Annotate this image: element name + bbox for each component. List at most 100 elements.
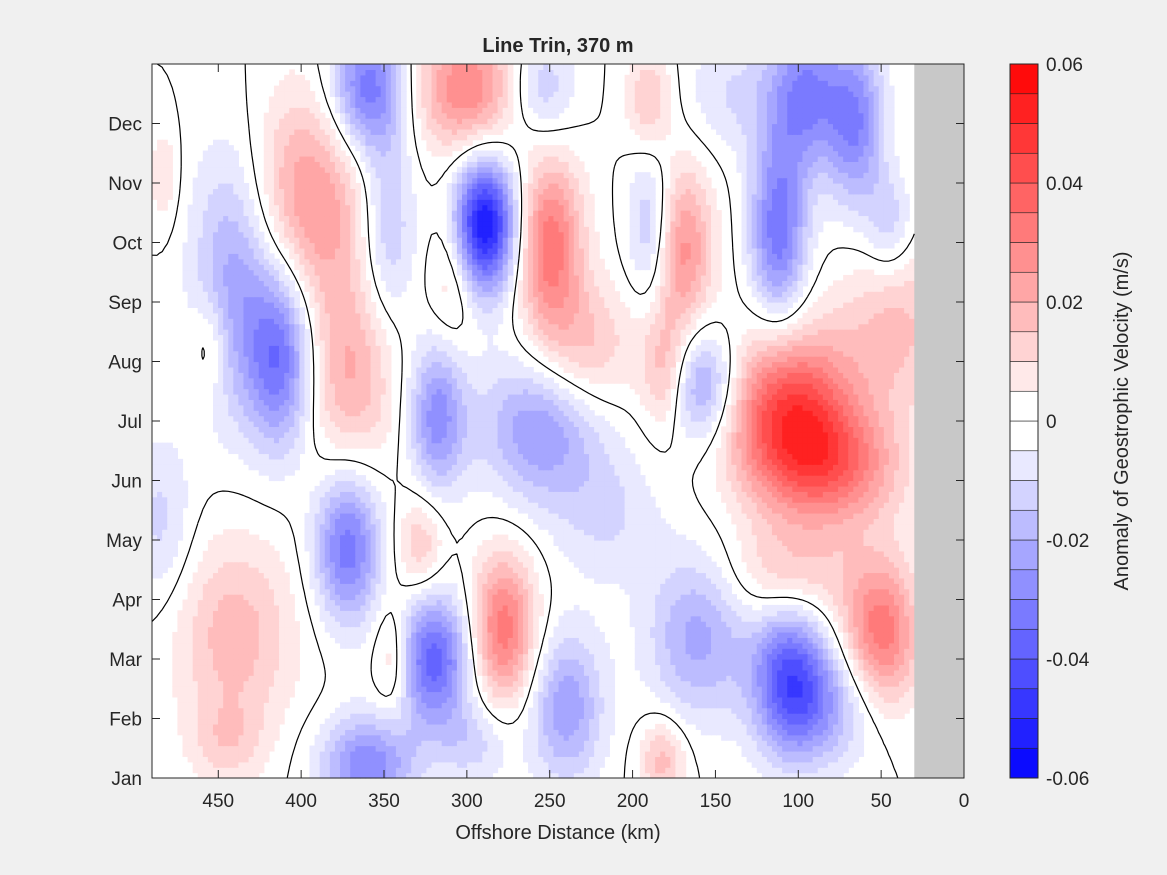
heatmap-cell bbox=[487, 621, 494, 628]
heatmap-cell bbox=[670, 583, 677, 590]
heatmap-cell bbox=[421, 556, 428, 563]
heatmap-cell bbox=[446, 669, 453, 676]
heatmap-cell bbox=[705, 577, 712, 584]
heatmap-cell bbox=[456, 599, 463, 606]
heatmap-cell bbox=[893, 610, 900, 617]
heatmap-cell bbox=[390, 718, 397, 725]
heatmap-cell bbox=[218, 772, 224, 779]
heatmap-cell bbox=[528, 659, 534, 666]
heatmap-cell bbox=[451, 653, 458, 660]
heatmap-cell bbox=[502, 669, 509, 676]
heatmap-cell bbox=[223, 556, 229, 563]
heatmap-cell bbox=[909, 594, 915, 601]
heatmap-cell bbox=[522, 615, 529, 622]
heatmap-cell bbox=[670, 621, 677, 628]
heatmap-cell bbox=[238, 540, 245, 547]
heatmap-cell bbox=[721, 577, 727, 584]
heatmap-cell bbox=[197, 669, 204, 676]
heatmap-cell bbox=[787, 659, 793, 666]
heatmap-cell bbox=[477, 707, 483, 714]
heatmap-cell bbox=[817, 718, 824, 725]
heatmap-cell bbox=[827, 659, 834, 666]
heatmap-cell bbox=[462, 772, 468, 779]
heatmap-cell bbox=[365, 626, 372, 633]
heatmap-cell bbox=[812, 702, 819, 709]
heatmap-cell bbox=[248, 756, 255, 763]
heatmap-cell bbox=[528, 718, 534, 725]
heatmap-cell bbox=[639, 745, 646, 752]
heatmap-cell bbox=[273, 588, 280, 595]
heatmap-cell bbox=[248, 604, 255, 611]
heatmap-cell bbox=[187, 621, 194, 628]
heatmap-cell bbox=[832, 550, 839, 557]
heatmap-cell bbox=[904, 686, 910, 693]
heatmap-cell bbox=[883, 680, 890, 687]
heatmap-cell bbox=[838, 761, 844, 768]
heatmap-cell bbox=[462, 691, 468, 698]
heatmap-cell bbox=[258, 567, 265, 574]
heatmap-cell bbox=[797, 772, 804, 779]
heatmap-cell bbox=[528, 745, 534, 752]
heatmap-cell bbox=[223, 588, 229, 595]
heatmap-cell bbox=[756, 659, 763, 666]
heatmap-cell bbox=[538, 702, 544, 709]
heatmap-cell bbox=[843, 734, 849, 741]
heatmap-cell bbox=[822, 561, 829, 568]
heatmap-cell bbox=[827, 707, 834, 714]
heatmap-cell bbox=[909, 669, 915, 676]
heatmap-cell bbox=[223, 648, 229, 655]
heatmap-cell bbox=[507, 556, 514, 563]
heatmap-cell bbox=[711, 577, 717, 584]
heatmap-cell bbox=[675, 756, 682, 763]
heatmap-cell bbox=[451, 631, 458, 638]
heatmap-cell bbox=[345, 599, 351, 606]
heatmap-cell bbox=[604, 556, 610, 563]
heatmap-cell bbox=[436, 669, 443, 676]
heatmap-cell bbox=[233, 545, 239, 552]
heatmap-cell bbox=[756, 664, 763, 671]
heatmap-cell bbox=[777, 669, 783, 676]
heatmap-cell bbox=[665, 761, 671, 768]
heatmap-cell bbox=[152, 572, 158, 579]
heatmap-cell bbox=[253, 756, 260, 763]
heatmap-cell bbox=[522, 648, 529, 655]
heatmap-cell bbox=[787, 718, 793, 725]
heatmap-cell bbox=[751, 567, 758, 574]
heatmap-cell bbox=[868, 561, 875, 568]
heatmap-cell bbox=[268, 740, 275, 747]
heatmap-cell bbox=[822, 745, 829, 752]
heatmap-cell bbox=[517, 577, 524, 584]
heatmap-cell bbox=[726, 707, 732, 714]
heatmap-cell bbox=[761, 545, 768, 552]
heatmap-cell bbox=[761, 626, 768, 633]
heatmap-cell bbox=[899, 588, 905, 595]
heatmap-cell bbox=[538, 675, 544, 682]
heatmap-cell bbox=[716, 713, 722, 720]
heatmap-cell bbox=[827, 540, 834, 547]
heatmap-cell bbox=[360, 729, 367, 736]
heatmap-cell bbox=[670, 594, 677, 601]
heatmap-cell bbox=[807, 540, 814, 547]
heatmap-cell bbox=[243, 669, 250, 676]
heatmap-cell bbox=[741, 610, 748, 617]
heatmap-cell bbox=[716, 642, 722, 649]
heatmap-cell bbox=[385, 729, 392, 736]
heatmap-cell bbox=[543, 659, 549, 666]
heatmap-cell bbox=[268, 561, 275, 568]
heatmap-cell bbox=[634, 621, 641, 628]
heatmap-cell bbox=[822, 545, 829, 552]
heatmap-cell bbox=[741, 529, 748, 536]
heatmap-cell bbox=[492, 599, 499, 606]
heatmap-cell bbox=[284, 588, 290, 595]
heatmap-cell bbox=[416, 729, 422, 736]
heatmap-cell bbox=[731, 653, 738, 660]
heatmap-cell bbox=[797, 745, 804, 752]
heatmap-cell bbox=[157, 567, 163, 574]
heatmap-cell bbox=[421, 707, 428, 714]
heatmap-cell bbox=[477, 750, 483, 757]
heatmap-cell bbox=[878, 534, 885, 541]
heatmap-cell bbox=[446, 756, 453, 763]
heatmap-cell bbox=[482, 680, 488, 687]
heatmap-cell bbox=[462, 680, 468, 687]
heatmap-cell bbox=[822, 734, 829, 741]
